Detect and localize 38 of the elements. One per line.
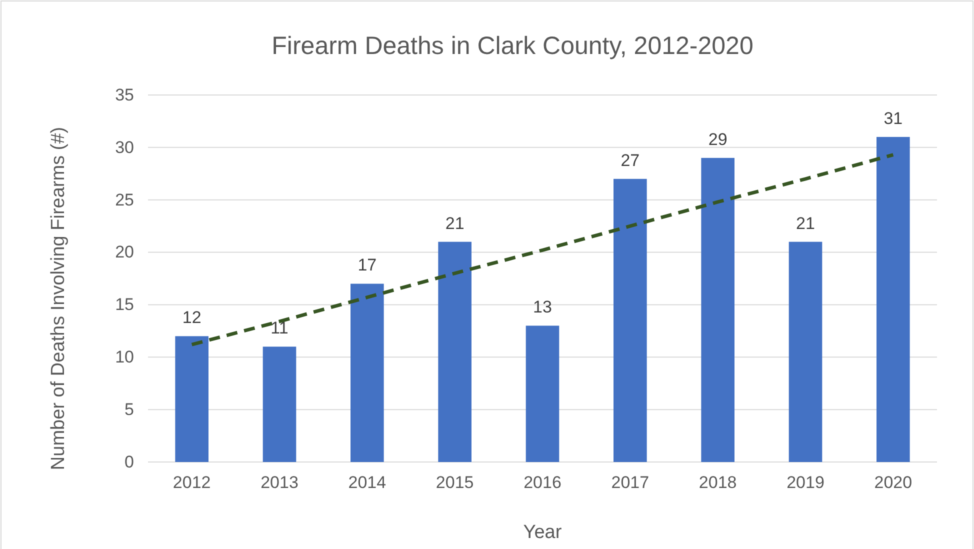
data-label: 21 xyxy=(445,214,464,233)
x-tick-label: 2012 xyxy=(172,473,211,492)
data-label: 17 xyxy=(358,256,377,275)
data-label: 12 xyxy=(182,308,202,328)
x-tick-label: 2013 xyxy=(260,473,298,492)
bar xyxy=(262,346,296,462)
x-axis-title: Year xyxy=(523,522,562,543)
data-label: 13 xyxy=(533,298,552,317)
x-tick-label: 2014 xyxy=(348,473,386,492)
y-tick-label: 0 xyxy=(124,452,134,472)
x-tick-label: 2016 xyxy=(524,473,562,492)
x-tick-label: 2019 xyxy=(786,473,824,492)
bar xyxy=(350,284,384,462)
y-tick-label: 15 xyxy=(115,295,134,314)
bar xyxy=(614,178,647,462)
data-label: 27 xyxy=(620,150,640,170)
data-label: 11 xyxy=(270,318,288,338)
bar xyxy=(526,326,560,462)
x-tick-label: 2020 xyxy=(874,473,912,492)
chart-title: Firearm Deaths in Clark County, 2012-2020 xyxy=(272,32,754,60)
x-tick-label: 2017 xyxy=(611,473,650,492)
bar xyxy=(175,336,208,462)
x-tick-label: 2015 xyxy=(436,473,474,492)
data-label: 31 xyxy=(884,108,903,128)
bar xyxy=(438,242,472,462)
y-tick-label: 10 xyxy=(115,348,134,367)
bar xyxy=(701,158,734,462)
y-tick-label: 20 xyxy=(115,242,134,262)
data-label: 21 xyxy=(796,214,815,233)
y-tick-label: 30 xyxy=(115,138,134,157)
y-tick-label: 25 xyxy=(115,190,134,210)
y-axis-title: Number of Deaths Involving Firearms (#) xyxy=(48,126,69,470)
bar xyxy=(876,136,910,462)
data-label: 29 xyxy=(708,130,728,149)
y-tick-label: 35 xyxy=(115,85,134,104)
x-tick-label: 2018 xyxy=(698,473,737,492)
y-tick-label: 5 xyxy=(124,400,134,420)
bar xyxy=(788,242,822,462)
